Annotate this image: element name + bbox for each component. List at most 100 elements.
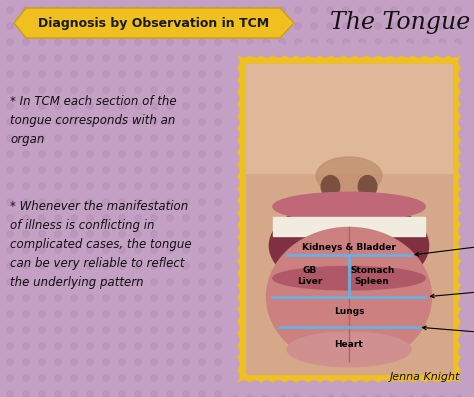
- Circle shape: [183, 23, 189, 29]
- Circle shape: [167, 119, 173, 125]
- Circle shape: [401, 381, 414, 395]
- Circle shape: [247, 215, 253, 221]
- Circle shape: [39, 103, 45, 109]
- Circle shape: [199, 263, 205, 269]
- Circle shape: [71, 151, 77, 157]
- Circle shape: [7, 167, 13, 173]
- Circle shape: [151, 135, 157, 141]
- Text: Diagnosis by Observation in TCM: Diagnosis by Observation in TCM: [38, 17, 270, 29]
- Circle shape: [459, 345, 473, 359]
- Circle shape: [199, 215, 205, 221]
- Circle shape: [247, 71, 253, 77]
- Circle shape: [391, 119, 397, 125]
- Circle shape: [183, 199, 189, 205]
- Circle shape: [260, 381, 274, 395]
- Circle shape: [423, 183, 429, 189]
- Circle shape: [225, 272, 239, 286]
- Circle shape: [279, 215, 285, 221]
- Circle shape: [359, 23, 365, 29]
- Circle shape: [263, 263, 269, 269]
- Circle shape: [39, 343, 45, 349]
- Circle shape: [455, 135, 461, 141]
- Circle shape: [295, 359, 301, 365]
- Circle shape: [295, 55, 301, 61]
- Ellipse shape: [321, 175, 340, 197]
- Circle shape: [279, 135, 285, 141]
- Circle shape: [407, 375, 413, 381]
- Circle shape: [119, 23, 125, 29]
- Circle shape: [39, 39, 45, 45]
- Circle shape: [247, 87, 253, 93]
- Circle shape: [119, 55, 125, 61]
- Circle shape: [439, 231, 445, 237]
- Circle shape: [135, 183, 141, 189]
- Circle shape: [7, 247, 13, 253]
- Circle shape: [359, 343, 365, 349]
- Circle shape: [327, 231, 333, 237]
- Circle shape: [263, 7, 269, 13]
- Circle shape: [183, 167, 189, 173]
- Circle shape: [359, 359, 365, 365]
- Circle shape: [151, 39, 157, 45]
- Circle shape: [135, 279, 141, 285]
- Circle shape: [455, 327, 461, 333]
- Circle shape: [311, 183, 317, 189]
- Circle shape: [359, 55, 365, 61]
- Circle shape: [359, 183, 365, 189]
- Circle shape: [455, 263, 461, 269]
- Circle shape: [423, 167, 429, 173]
- Circle shape: [39, 199, 45, 205]
- Circle shape: [55, 151, 61, 157]
- Circle shape: [167, 247, 173, 253]
- Circle shape: [23, 391, 29, 397]
- Circle shape: [319, 381, 333, 395]
- Circle shape: [39, 71, 45, 77]
- Circle shape: [39, 295, 45, 301]
- Circle shape: [407, 263, 413, 269]
- Circle shape: [436, 381, 450, 395]
- Circle shape: [439, 327, 445, 333]
- Circle shape: [423, 279, 429, 285]
- Circle shape: [199, 359, 205, 365]
- Ellipse shape: [273, 266, 425, 290]
- Circle shape: [55, 263, 61, 269]
- Circle shape: [39, 55, 45, 61]
- Circle shape: [407, 183, 413, 189]
- Circle shape: [103, 279, 109, 285]
- Circle shape: [151, 23, 157, 29]
- Circle shape: [225, 67, 239, 81]
- Circle shape: [359, 391, 365, 397]
- Circle shape: [439, 183, 445, 189]
- Circle shape: [87, 71, 93, 77]
- Circle shape: [135, 295, 141, 301]
- Circle shape: [119, 215, 125, 221]
- Circle shape: [215, 183, 221, 189]
- Circle shape: [87, 39, 93, 45]
- Circle shape: [327, 295, 333, 301]
- Circle shape: [225, 381, 239, 395]
- Circle shape: [279, 247, 285, 253]
- Circle shape: [55, 199, 61, 205]
- Circle shape: [375, 295, 381, 301]
- Circle shape: [55, 55, 61, 61]
- Circle shape: [439, 103, 445, 109]
- Circle shape: [459, 127, 473, 141]
- Circle shape: [459, 140, 473, 154]
- Circle shape: [247, 55, 253, 61]
- Circle shape: [263, 183, 269, 189]
- Circle shape: [167, 103, 173, 109]
- Circle shape: [167, 263, 173, 269]
- Circle shape: [119, 7, 125, 13]
- Circle shape: [7, 391, 13, 397]
- Circle shape: [55, 231, 61, 237]
- Circle shape: [167, 359, 173, 365]
- Circle shape: [459, 333, 473, 347]
- Circle shape: [263, 23, 269, 29]
- Circle shape: [225, 103, 239, 118]
- Circle shape: [391, 183, 397, 189]
- Circle shape: [455, 343, 461, 349]
- Circle shape: [327, 311, 333, 317]
- Circle shape: [183, 247, 189, 253]
- Circle shape: [279, 119, 285, 125]
- Circle shape: [295, 375, 301, 381]
